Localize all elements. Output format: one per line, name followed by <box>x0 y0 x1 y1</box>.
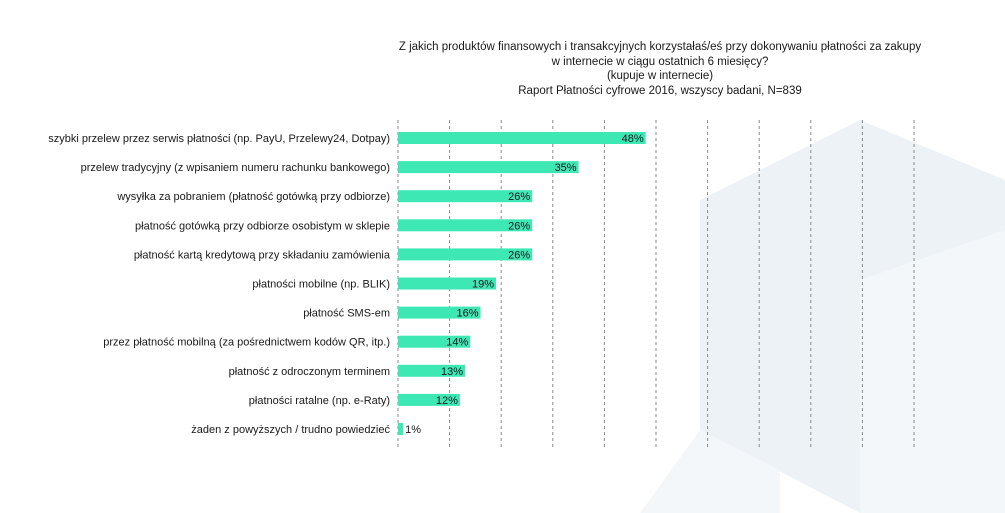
value-label: 48% <box>622 133 644 145</box>
category-label: płatność gotówką przy odbiorze osobistym… <box>135 220 390 232</box>
bar <box>398 306 481 319</box>
category-label: przez płatność mobilną (za pośrednictwem… <box>103 337 390 349</box>
value-label: 16% <box>457 308 479 320</box>
value-label: 12% <box>436 395 458 407</box>
bar <box>398 423 404 435</box>
background-hex-shape-light <box>860 230 1005 513</box>
value-label: 19% <box>472 279 494 291</box>
value-label: 13% <box>441 366 463 378</box>
category-label: płatność z odroczonym terminem <box>229 366 390 378</box>
value-labels: 48% 35% 26% 26% 26% 19% 16% 14% 13% 12% 1% <box>405 133 644 436</box>
bar <box>398 364 466 377</box>
value-label: 35% <box>555 162 577 174</box>
chart-title-line: Z jakich produktów finansowych i transak… <box>398 41 922 53</box>
bar <box>398 248 533 261</box>
value-label: 26% <box>508 249 530 261</box>
chart-title: Z jakich produktów finansowych i transak… <box>380 40 940 98</box>
value-label: 14% <box>446 337 468 349</box>
category-labels: szybki przelew przez serwis płatności (n… <box>48 133 391 436</box>
chart-title-line: (kupuje w internecie) <box>606 70 714 82</box>
bar <box>398 219 533 232</box>
category-label: żaden z powyższych / trudno powiedzieć <box>191 424 390 436</box>
bar <box>398 132 646 144</box>
category-label: przelew tradycyjny (z wpisaniem numeru r… <box>81 162 390 174</box>
category-label: płatność kartą kredytową przy składaniu … <box>134 249 391 261</box>
bar <box>398 335 471 348</box>
value-label: 26% <box>508 220 530 232</box>
category-label: wysyłka za pobraniem (płatność gotówką p… <box>116 191 390 203</box>
category-label: płatności ratalne (np. e-Raty) <box>249 395 390 407</box>
bar <box>398 161 579 174</box>
category-label: szybki przelew przez serwis płatności (n… <box>48 133 390 145</box>
bar <box>398 190 533 203</box>
bar <box>398 277 497 290</box>
value-label: 26% <box>508 191 530 203</box>
bars <box>398 132 646 435</box>
bar <box>398 393 460 406</box>
value-label: 1% <box>405 424 421 436</box>
category-label: płatność SMS-em <box>303 308 390 320</box>
background-hex-shape-light <box>640 430 780 513</box>
chart-title-line: Raport Płatności cyfrowe 2016, wszyscy b… <box>518 84 802 97</box>
chart-title-line: w internecie w ciągu ostatnich 6 miesięc… <box>551 55 769 68</box>
category-label: płatności mobilne (np. BLIK) <box>252 279 390 291</box>
